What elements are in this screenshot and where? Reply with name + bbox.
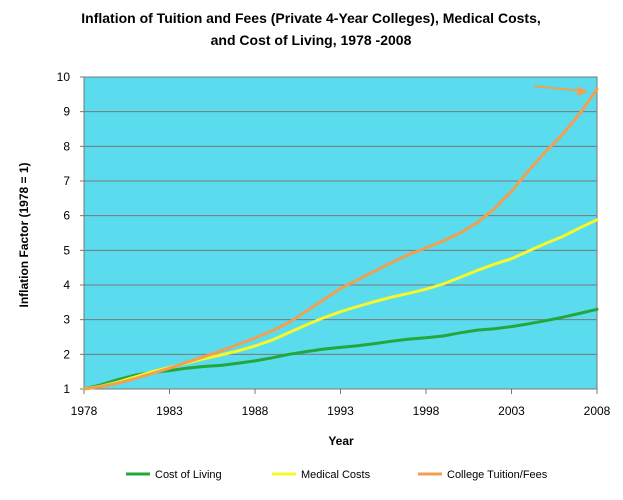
x-tick-label: 1988 (242, 404, 269, 418)
grid-lines (84, 111, 597, 355)
y-tick-label: 7 (63, 174, 70, 188)
x-axis-label: Year (328, 434, 354, 448)
series-line-cost-of-living (82, 307, 599, 391)
y-tick-label: 2 (63, 347, 70, 361)
y-tick-label: 3 (63, 313, 70, 327)
legend-label: College Tuition/Fees (447, 469, 548, 481)
series-lines (82, 87, 599, 391)
y-tick-label: 9 (63, 105, 70, 119)
chart-title-line-2: and Cost of Living, 1978 -2008 (211, 32, 412, 48)
y-tick-label: 10 (57, 70, 71, 84)
legend: Cost of Living Medical Costs College Tuiti… (126, 469, 548, 481)
annotation-arrow (533, 85, 588, 96)
x-axis-tick-labels: 1978 1983 1988 1993 1998 2003 2008 (71, 389, 611, 418)
y-tick-label: 6 (63, 209, 70, 223)
x-tick-label: 1998 (413, 404, 440, 418)
x-tick-label: 1978 (71, 404, 98, 418)
legend-label: Medical Costs (301, 469, 371, 481)
x-tick-label: 2003 (498, 404, 525, 418)
x-tick-label: 2008 (584, 404, 611, 418)
y-tick-label: 1 (63, 382, 70, 396)
chart-title-line-1: Inflation of Tuition and Fees (Private 4… (81, 10, 541, 26)
plot-area (83, 76, 598, 390)
y-tick-label: 5 (63, 243, 70, 257)
y-tick-label: 4 (63, 278, 70, 292)
series-line-college-tuition-fees (82, 87, 599, 391)
y-axis-tick-labels: 1 2 3 4 5 6 7 8 9 10 (57, 70, 84, 396)
legend-label: Cost of Living (155, 469, 222, 481)
y-tick-label: 8 (63, 139, 70, 153)
y-axis-label: Inflation Factor (1978 = 1) (17, 162, 31, 307)
x-tick-label: 1983 (156, 404, 183, 418)
x-tick-label: 1993 (327, 404, 354, 418)
